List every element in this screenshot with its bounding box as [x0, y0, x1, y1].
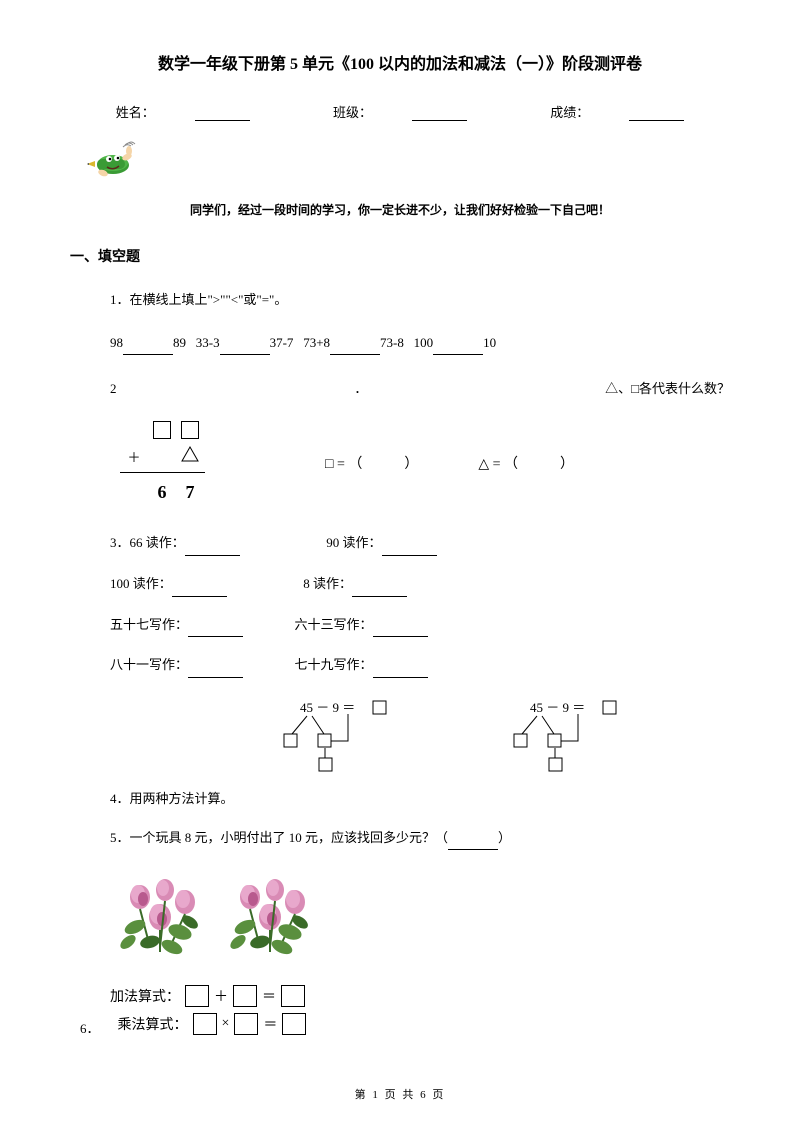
- page-title: 数学一年级下册第 5 单元《100 以内的加法和减法（一）》阶段测评卷: [70, 50, 730, 74]
- question-4: 4．用两种方法计算。: [110, 787, 730, 812]
- score-label: 成绩：: [530, 105, 704, 120]
- multiplication-equation: 乘法算式： × ＝: [118, 1013, 307, 1035]
- addition-equation: 加法算式： ＋ ＝: [110, 985, 730, 1007]
- info-row: 姓名： 班级： 成绩：: [70, 102, 730, 121]
- q6-number: 6．: [80, 1018, 100, 1037]
- name-label: 姓名：: [96, 105, 270, 120]
- svg-text:45 － 9 ＝: 45 － 9 ＝: [530, 700, 585, 715]
- question-5: 5．一个玩具 8 元，小明付出了 10 元，应该找回多少元？（）: [110, 826, 730, 851]
- page-footer: 第 1 页 共 6 页: [0, 1086, 800, 1102]
- q1-prompt: 1．在横线上填上">""<"或"="。: [110, 288, 730, 313]
- q1-items: 9889 33-337-7 73+873-8 10010: [110, 331, 730, 356]
- class-label: 班级：: [313, 105, 487, 120]
- question-1: 1．在横线上填上">""<"或"="。 9889 33-337-7 73+873…: [110, 288, 730, 355]
- pencil-cartoon-icon: [85, 139, 730, 191]
- q2-punct: ．: [117, 377, 606, 402]
- encourage-text: 同学们，经过一段时间的学习，你一定长进不少，让我们好好检验一下自己吧！: [70, 201, 730, 218]
- question-2: 2 ． △、□各代表什么数？ ＋ 6 7 □ =: [110, 377, 730, 509]
- section-1-title: 一、填空题: [70, 246, 730, 266]
- svg-text:45 － 9 ＝: 45 － 9 ＝: [300, 700, 355, 715]
- vertical-addition: ＋ 6 7: [120, 422, 205, 509]
- calc-diagrams: 45 － 9 ＝ 45 － 9 ＝: [270, 700, 730, 779]
- q2-right-text: △、□各代表什么数？: [605, 377, 730, 402]
- q2-eq2: △ = （ ）: [478, 452, 574, 479]
- q2-eq1: □ = （ ）: [325, 452, 418, 479]
- question-3: 3．66 读作： 90 读作： 100 读作： 8 读作： 五十七写作： 六十三…: [110, 531, 730, 678]
- flower-images: [110, 872, 730, 977]
